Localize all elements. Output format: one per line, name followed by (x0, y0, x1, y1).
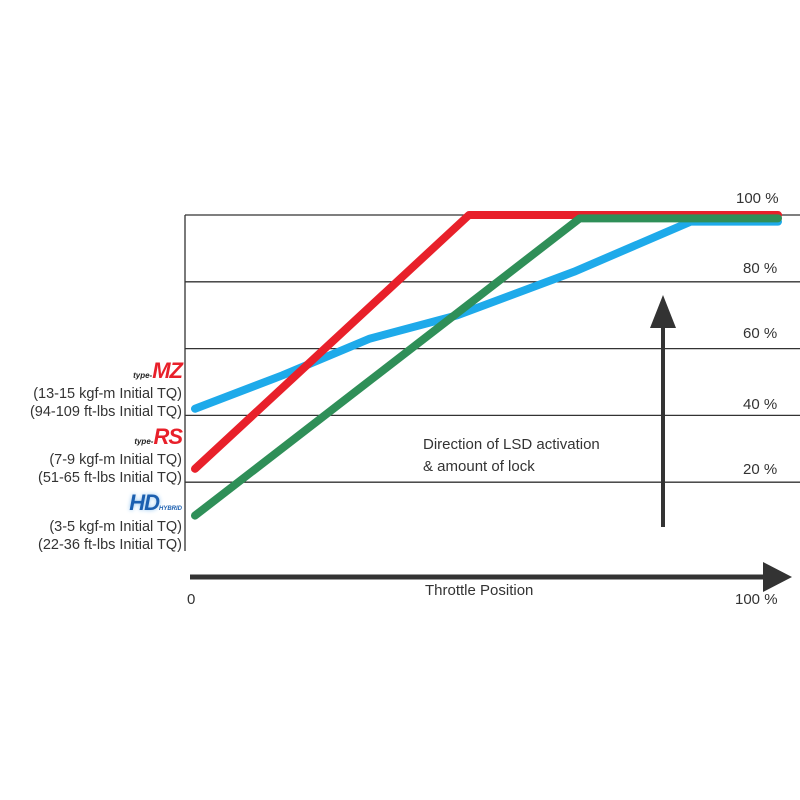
series-line-hybrid-hd (191, 214, 782, 520)
legend-hd: HDHYBRID (3-5 kgf-m Initial TQ) (22-36 f… (38, 490, 182, 554)
legend-rs-line2: (51-65 ft-lbs Initial TQ) (38, 470, 182, 486)
x-tick-100: 100 % (735, 591, 778, 608)
legend-mz-line1: (13-15 kgf-m Initial TQ) (33, 386, 182, 402)
series-line-type-rs (191, 211, 782, 473)
annotation-line2: & amount of lock (423, 458, 535, 475)
lsd-arrowhead (650, 295, 676, 328)
series-line-type-mz (191, 217, 782, 413)
y-tick-60: 60 % (743, 325, 778, 342)
x-axis-arrowhead (763, 562, 792, 592)
y-tick-40: 40 % (743, 396, 778, 413)
annotation-line1: Direction of LSD activation (423, 436, 600, 453)
legend-rs: type-RS (7-9 kgf-m Initial TQ) (51-65 ft… (38, 424, 183, 487)
hybrid-hd-logo: HDHYBRID (129, 490, 182, 515)
legend-rs-line1: (7-9 kgf-m Initial TQ) (49, 452, 182, 468)
type-mz-logo: type-MZ (133, 358, 183, 383)
x-tick-0: 0 (187, 591, 196, 608)
legend-mz-line2: (94-109 ft-lbs Initial TQ) (29, 404, 182, 420)
y-tick-100: 100 % (736, 190, 779, 207)
legend-hd-line1: (3-5 kgf-m Initial TQ) (49, 519, 182, 535)
x-axis-label: Throttle Position (425, 582, 534, 599)
y-tick-80: 80 % (743, 260, 778, 277)
type-rs-logo: type-RS (134, 424, 183, 449)
legend-hd-line2: (22-36 ft-lbs Initial TQ) (38, 537, 182, 553)
y-tick-20: 20 % (743, 461, 778, 478)
legend-mz: type-MZ (13-15 kgf-m Initial TQ) (94-109… (29, 358, 183, 421)
